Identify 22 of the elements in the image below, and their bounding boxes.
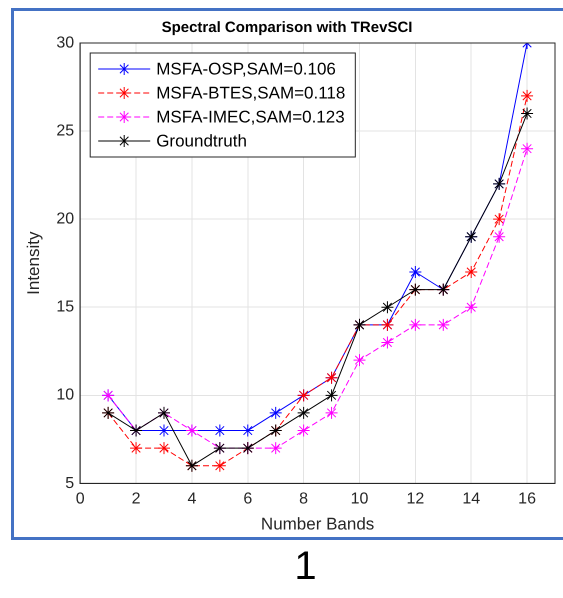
y-tick-label: 10	[56, 386, 74, 404]
x-tick-label: 16	[518, 490, 536, 508]
x-tick-label: 4	[187, 490, 196, 508]
y-tick-label: 15	[56, 298, 74, 316]
y-tick-label: 30	[56, 34, 74, 52]
x-tick-label: 6	[243, 490, 252, 508]
x-tick-label: 0	[76, 490, 85, 508]
x-tick-label: 2	[132, 490, 141, 508]
y-tick-label: 20	[56, 210, 74, 228]
x-tick-label: 12	[406, 490, 424, 508]
chart-title: Spectral Comparison with TRevSCI	[162, 19, 412, 36]
legend-label: MSFA-OSP,SAM=0.106	[156, 60, 336, 79]
y-axis-title: Intensity	[24, 231, 43, 295]
x-tick-label: 14	[462, 490, 480, 508]
y-tick-label: 25	[56, 122, 74, 140]
legend-label: MSFA-BTES,SAM=0.118	[156, 84, 346, 103]
x-tick-label: 8	[299, 490, 308, 508]
legend-label: MSFA-IMEC,SAM=0.123	[156, 108, 345, 127]
legend-label: Groundtruth	[156, 132, 247, 151]
y-tick-label: 5	[65, 474, 74, 492]
x-tick-label: 10	[350, 490, 368, 508]
text: 1	[293, 544, 318, 589]
